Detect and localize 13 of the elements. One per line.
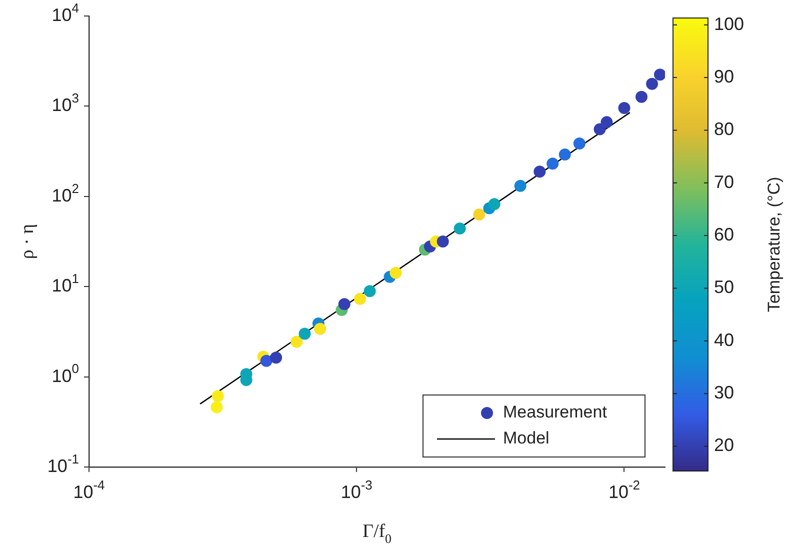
- color-bar-label: 60: [714, 224, 734, 245]
- legend-label: Model: [503, 428, 550, 448]
- color-bar-label: 80: [714, 119, 734, 140]
- color-bar-label: 40: [714, 330, 734, 350]
- color-bar-label: 20: [714, 435, 734, 456]
- color-bar-label: 50: [714, 277, 734, 298]
- color-bar-label: 70: [714, 172, 734, 192]
- color-bar-label: 100: [714, 14, 744, 34]
- y-axis-title: ρ · η: [16, 224, 38, 260]
- color-bar-title: Temperature, (°C): [764, 176, 784, 312]
- legend-label: Measurement: [503, 402, 608, 422]
- color-bar-label: 30: [714, 382, 734, 403]
- color-bar-label: 90: [714, 66, 734, 86]
